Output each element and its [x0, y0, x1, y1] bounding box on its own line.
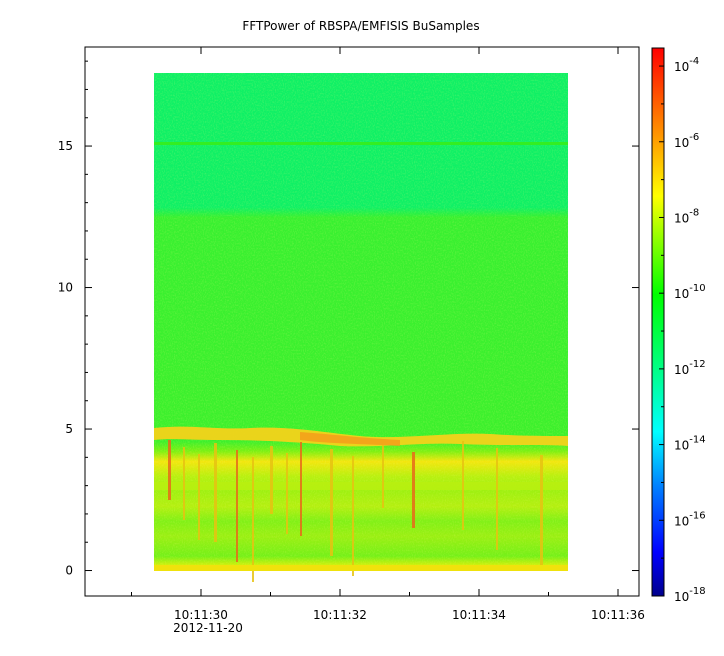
- colorbar-tick-base: 10: [674, 287, 689, 301]
- burst-streak: [462, 441, 464, 530]
- colorbar-tick-exponent: -10: [689, 283, 705, 294]
- colorbar-tick-exponent: -18: [689, 586, 705, 597]
- burst-streak: [286, 453, 288, 534]
- burst-streak: [352, 456, 354, 576]
- y-tick-label: 0: [65, 564, 73, 578]
- colorbar-tick-base: 10: [674, 590, 689, 604]
- x-tick-label: 10:11:32: [313, 608, 367, 622]
- x-date-label: 2012-11-20: [173, 621, 243, 635]
- burst-streak: [198, 454, 200, 540]
- x-tick-label: 10:11:36: [591, 608, 645, 622]
- burst-streak: [300, 442, 302, 536]
- colorbar-tick-label: 10-8: [674, 207, 699, 225]
- colorbar: [651, 47, 665, 597]
- burst-streak: [214, 443, 217, 542]
- burst-streak: [382, 445, 384, 508]
- x-tick-label: 10:11:34: [452, 608, 506, 622]
- y-tick-label: 10: [58, 281, 73, 295]
- colorbar-tick-base: 10: [674, 136, 689, 150]
- x-tick-label: 10:11:30: [174, 608, 228, 622]
- colorbar-tick-exponent: -16: [689, 510, 705, 521]
- colorbar-tick-label: 10-12: [674, 359, 706, 377]
- y-tick-label: 5: [65, 422, 73, 436]
- burst-streak: [252, 457, 254, 582]
- colorbar-tick-exponent: -4: [689, 56, 699, 67]
- colorbar-tick-base: 10: [674, 363, 689, 377]
- colorbar-tick-label: 10-6: [674, 132, 699, 150]
- colorbar-tick-exponent: -14: [689, 435, 705, 446]
- burst-streak: [236, 450, 238, 562]
- colorbar-tick-exponent: -8: [689, 207, 699, 218]
- burst-streak: [540, 455, 543, 570]
- colorbar-tick-base: 10: [674, 211, 689, 225]
- emission-band-core: [300, 432, 400, 446]
- colorbar-tick-exponent: -6: [689, 132, 699, 143]
- colorbar-tick-base: 10: [674, 514, 689, 528]
- burst-streak: [330, 449, 333, 556]
- colorbar-tick-base: 10: [674, 60, 689, 74]
- chart-title: FFTPower of RBSPA/EMFISIS BuSamples: [242, 19, 479, 33]
- emission-band-3: [154, 482, 568, 490]
- burst-streak: [183, 447, 185, 520]
- vertical-bursts: [168, 440, 543, 582]
- colorbar-tick-label: 10-10: [674, 283, 706, 301]
- burst-streak: [168, 440, 171, 500]
- spectral-line-15: [154, 142, 568, 145]
- burst-streak: [412, 452, 415, 528]
- colorbar-tick-base: 10: [674, 439, 689, 453]
- colorbar-tick-label: 10-14: [674, 435, 706, 453]
- spectrogram-image: [154, 73, 568, 582]
- burst-streak: [270, 446, 273, 514]
- y-axis: 0 5 10 15: [58, 60, 639, 578]
- spectrogram-bottom-edge: [154, 565, 568, 571]
- emission-band-4-8: [154, 426, 568, 447]
- y-tick-label: 15: [58, 139, 73, 153]
- colorbar-tick-exponent: -12: [689, 359, 705, 370]
- burst-streak: [496, 448, 498, 550]
- x-axis: 10:11:30 10:11:32 10:11:34 10:11:36: [131, 47, 645, 622]
- colorbar-tick-label: 10-16: [674, 510, 706, 528]
- colorbar-tick-label: 10-18: [674, 586, 706, 604]
- colorbar-tick-label: 10-4: [674, 56, 699, 74]
